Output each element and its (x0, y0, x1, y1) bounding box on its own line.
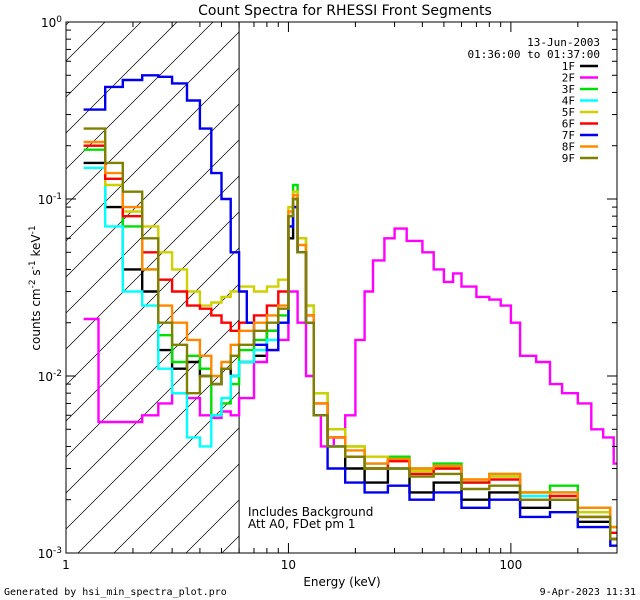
hatch-line (66, 22, 178, 134)
series-line-6F (83, 144, 617, 534)
legend-label-1F: 1F (562, 60, 575, 73)
legend-label-6F: 6F (562, 118, 575, 131)
hatch-line (113, 427, 240, 553)
hatch-line (66, 103, 240, 278)
hatch-line (66, 22, 142, 98)
series-line-3F (83, 148, 617, 529)
hatch-line (66, 319, 240, 494)
legend-label-3F: 3F (562, 83, 575, 96)
hatch-line (66, 22, 106, 62)
series-line-9F (83, 127, 617, 541)
hatch-line (66, 31, 240, 206)
y-axis-label: counts cm-2 s-1 keV-1 (28, 225, 43, 350)
hatch-line (66, 67, 240, 242)
x-tick-label: 1 (62, 558, 70, 572)
plot-frame (65, 21, 618, 554)
y-axis: 10-3 10-2 10-1 100 (38, 15, 617, 561)
footer-timestamp: 9-Apr-2023 11:31 (540, 587, 636, 598)
y-tick-label: 100 (41, 15, 62, 30)
hatch-line (66, 22, 214, 170)
date-label: 13-Jun-2003 (527, 36, 600, 49)
x-axis: 1 10 100 (62, 22, 618, 572)
hatch-line (77, 391, 240, 553)
legend-label-2F: 2F (562, 72, 575, 85)
y-tick-label: 10-1 (38, 192, 62, 207)
legend-label-4F: 4F (562, 95, 575, 108)
x-tick-label: 100 (499, 558, 522, 572)
legend-label-5F: 5F (562, 106, 575, 119)
hatch-line (66, 283, 240, 458)
x-tick-label: 10 (281, 558, 296, 572)
time-range-label: 01:36:00 to 01:37:00 (468, 48, 600, 61)
hatch-line (66, 355, 240, 530)
hatch-line (66, 247, 240, 422)
series-line-2F (83, 227, 617, 465)
legend-label-7F: 7F (562, 129, 575, 142)
legend-label-9F: 9F (562, 152, 575, 165)
series-layer (83, 74, 617, 547)
y-tick-label: 10-2 (38, 369, 62, 384)
hatch-line (66, 211, 240, 386)
background-shaded-region (66, 22, 240, 553)
background-note-2: Att A0, FDet pm 1 (248, 517, 356, 531)
y-tick-label: 10-3 (38, 546, 62, 561)
chart-title: Count Spectra for RHESSI Front Segments (198, 3, 492, 19)
background-note-1: Includes Background (248, 505, 373, 519)
footer-generated-by: Generated by hsi_min_spectra_plot.pro (4, 587, 227, 598)
series-line-7F (83, 74, 617, 547)
hatch-line (66, 139, 240, 314)
legend-label-8F: 8F (562, 141, 575, 154)
x-axis-label: Energy (keV) (303, 575, 380, 589)
hatch-line (66, 175, 240, 350)
hatch-line (149, 463, 240, 553)
